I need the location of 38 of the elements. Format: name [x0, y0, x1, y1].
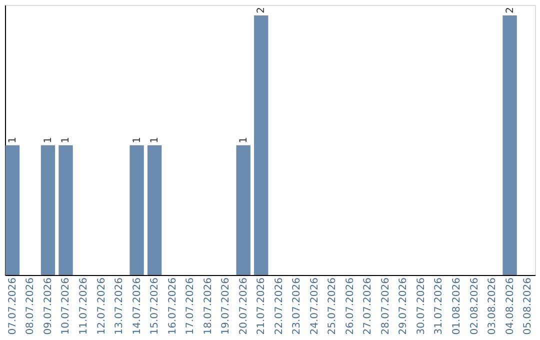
- x-tick-label: 22.07.2026: [274, 278, 285, 335]
- x-tick-label: 20.07.2026: [238, 278, 250, 335]
- x-tick-label: 10.07.2026: [60, 278, 72, 335]
- x-tick-label: 19.07.2026: [220, 278, 232, 335]
- data-label: 1: [132, 136, 143, 144]
- x-tick-label: 24.07.2026: [309, 278, 320, 335]
- data-label: 1: [42, 136, 54, 144]
- x-tick-label: 21.07.2026: [256, 278, 268, 335]
- data-label: 1: [150, 136, 161, 144]
- data-label: 2: [256, 7, 268, 14]
- x-tick-label: 26.07.2026: [344, 278, 356, 335]
- x-tick-label: 09.07.2026: [42, 278, 54, 335]
- data-label: 2: [504, 7, 516, 14]
- x-tick-label: 16.07.2026: [167, 278, 178, 335]
- x-tick-label: 17.07.2026: [185, 278, 196, 335]
- x-tick-label: 05.08.2026: [522, 278, 534, 335]
- x-tick-label: 12.07.2026: [96, 278, 108, 335]
- x-tick-label: 28.07.2026: [380, 278, 392, 335]
- x-tick-label: 31.07.2026: [434, 278, 445, 335]
- x-tick-label: 03.08.2026: [487, 278, 498, 335]
- x-tick-label: 04.08.2026: [504, 278, 516, 335]
- x-tick-label: 02.08.2026: [469, 278, 480, 335]
- x-tick-label: 23.07.2026: [292, 278, 303, 335]
- data-label: 1: [238, 136, 250, 144]
- x-tick-label: 08.07.2026: [25, 278, 36, 335]
- x-tick-label: 27.07.2026: [362, 278, 374, 335]
- x-tick-label: 01.08.2026: [451, 278, 462, 335]
- x-tick-label: 07.07.2026: [7, 278, 18, 335]
- x-tick-label: 30.07.2026: [416, 278, 427, 335]
- x-tick-label: 13.07.2026: [114, 278, 126, 335]
- data-label: 1: [7, 136, 18, 144]
- data-label: 1: [60, 136, 72, 144]
- x-tick-label: 18.07.2026: [202, 278, 214, 335]
- x-tick-label: 25.07.2026: [327, 278, 338, 335]
- x-tick-label: 29.07.2026: [398, 278, 410, 335]
- x-tick-label: 14.07.2026: [132, 278, 143, 335]
- x-tick-label: 11.07.2026: [78, 278, 90, 335]
- x-tick-label: 15.07.2026: [150, 278, 161, 335]
